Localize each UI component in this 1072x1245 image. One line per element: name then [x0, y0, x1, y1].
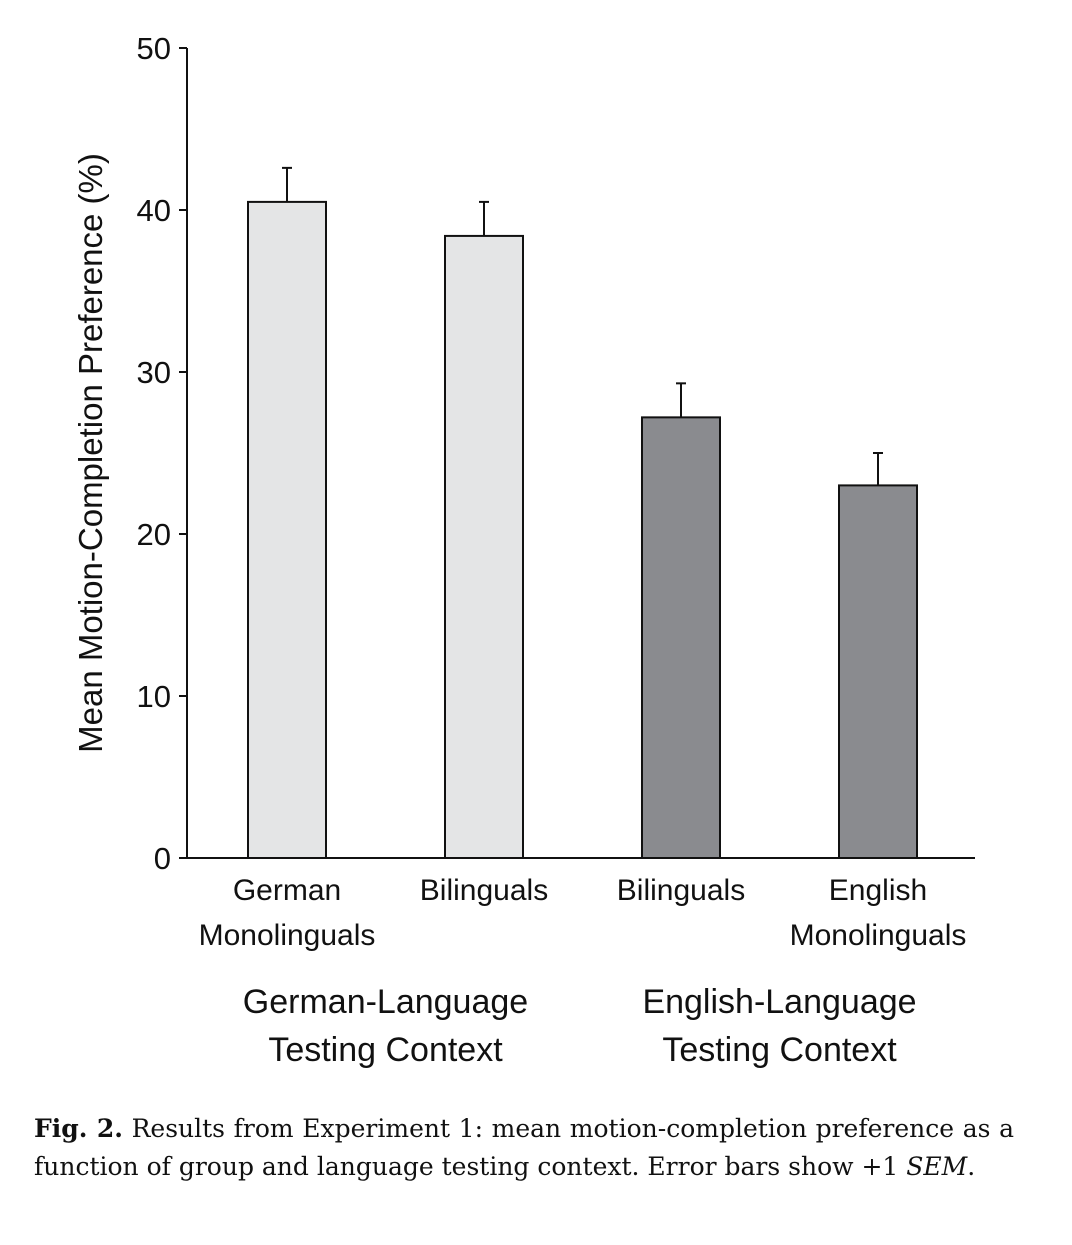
bar — [247, 200, 327, 859]
figure-caption: Fig. 2. Results from Experiment 1: mean … — [34, 1110, 1014, 1186]
y-tick-label: 0 — [154, 841, 171, 876]
caption-text: Results from Experiment 1: mean motion-c… — [34, 1114, 1014, 1181]
y-tick-label: 40 — [137, 193, 171, 228]
group-label: English-Language Testing Context — [642, 983, 916, 1069]
caption-sem: SEM — [906, 1152, 968, 1181]
x-category-label: Bilinguals — [617, 874, 745, 907]
x-category-label: English Monolinguals — [790, 874, 967, 952]
bar — [838, 484, 918, 859]
y-tick-label: 10 — [137, 679, 171, 714]
bar — [641, 416, 721, 859]
caption-end: . — [967, 1152, 976, 1181]
y-tick-label: 20 — [137, 517, 171, 552]
bar — [444, 234, 524, 860]
y-axis-label: Mean Motion-Completion Preference (%) — [72, 153, 109, 753]
x-category-label: German Monolinguals — [199, 874, 376, 952]
x-category-label: Bilinguals — [420, 874, 548, 907]
y-tick-label: 30 — [137, 355, 171, 390]
bar-chart: 0 10 20 30 40 50 Mean Motion-Completion Prefer… — [72, 31, 975, 1069]
group-label: German-Language Testing Context — [243, 983, 528, 1069]
caption-figure-number: Fig. 2. — [34, 1114, 123, 1143]
y-tick-label: 50 — [137, 31, 171, 66]
